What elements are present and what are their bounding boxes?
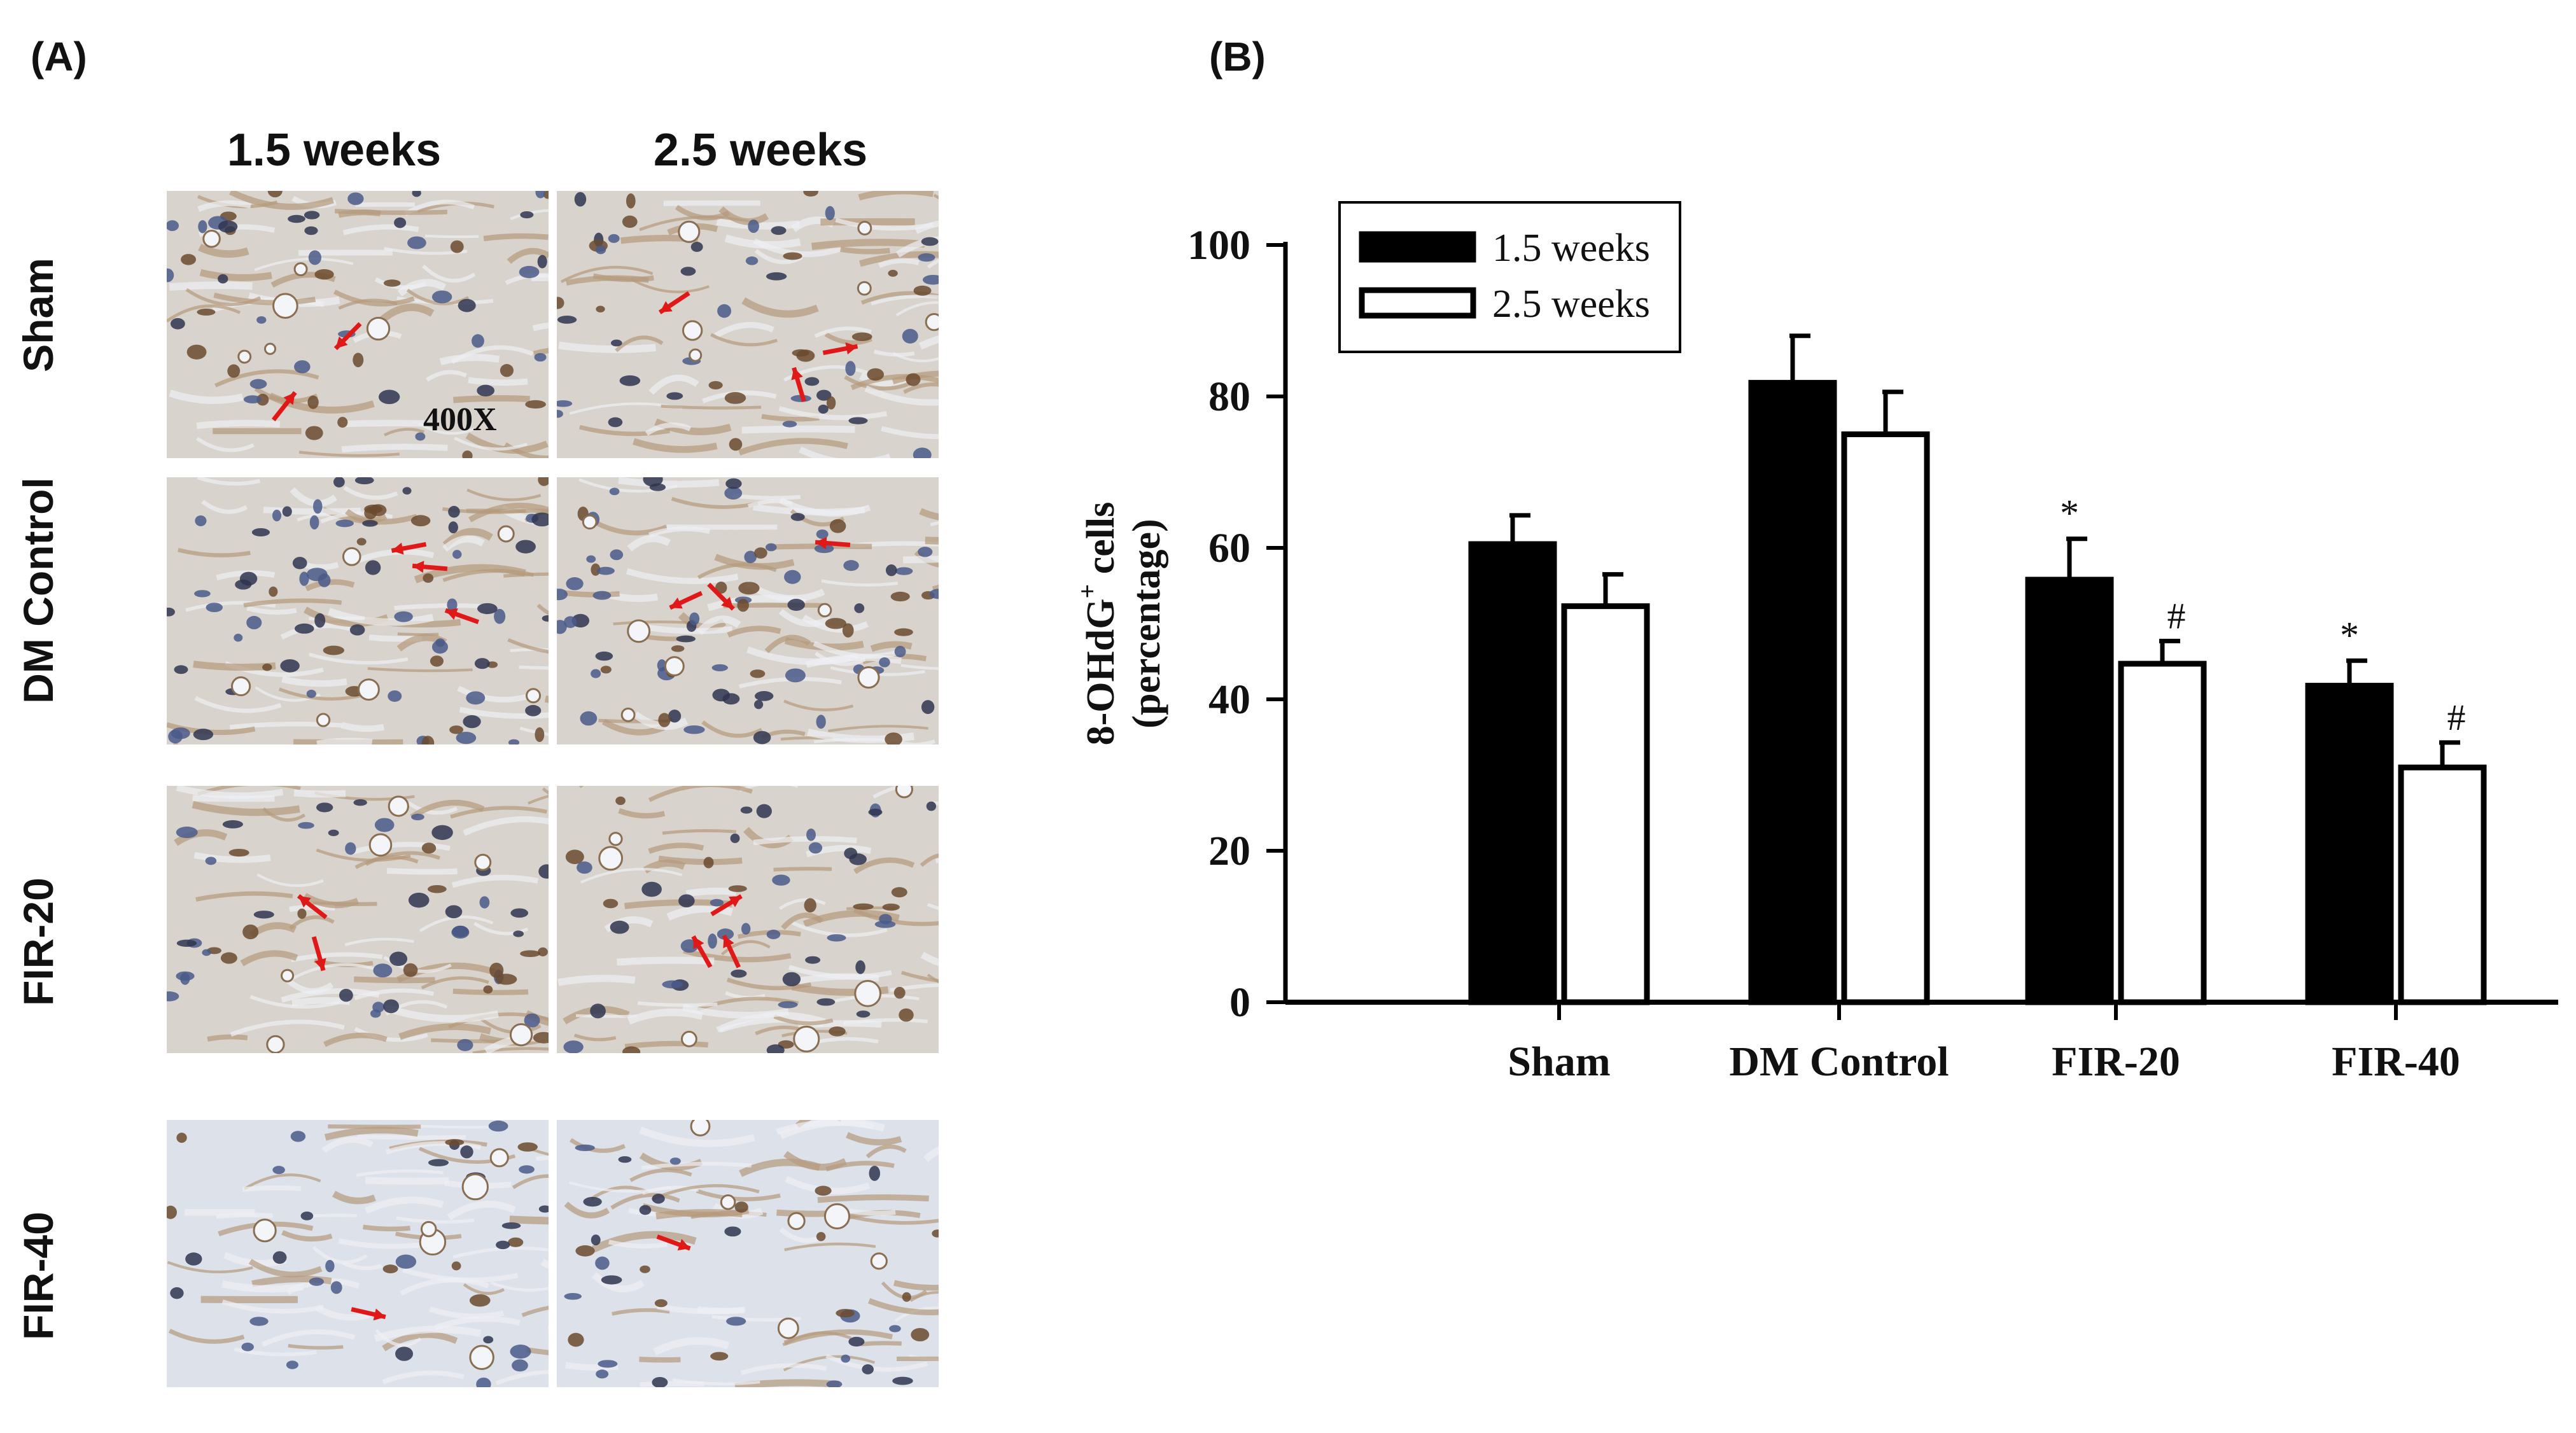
micrograph-r2-c1 bbox=[167, 477, 549, 744]
x-tick-label-3: FIR-40 bbox=[2332, 1038, 2460, 1085]
panel-b-letter: (B) bbox=[1209, 34, 1266, 80]
row-label-fir-20: FIR-20 bbox=[15, 877, 62, 1006]
row-label-sham: Sham bbox=[15, 258, 62, 372]
micrograph-r4-c2 bbox=[557, 1120, 939, 1387]
column-heading-2: 2.5 weeks bbox=[653, 125, 868, 176]
legend-label-1: 2.5 weeks bbox=[1492, 283, 1650, 326]
micrograph-r4-c1 bbox=[167, 1120, 549, 1387]
micrograph-r1-c1 bbox=[167, 191, 549, 458]
bar-3-0 bbox=[2305, 683, 2394, 1005]
y-axis-label: 8-OHdG+ cells(percentage) bbox=[1073, 502, 1168, 746]
row-label-dm-control: DM Control bbox=[15, 477, 62, 704]
legend-swatch-1 bbox=[1359, 287, 1476, 319]
y-tick-label-40: 40 bbox=[1208, 676, 1250, 723]
micrograph-r2-c2 bbox=[557, 477, 939, 744]
bar-0-1 bbox=[1561, 603, 1650, 1005]
legend-swatch-0 bbox=[1359, 231, 1476, 263]
y-tick-label-0: 0 bbox=[1229, 979, 1250, 1026]
panel-a-letter: (A) bbox=[31, 34, 87, 80]
y-tick-label-80: 80 bbox=[1208, 374, 1250, 420]
y-tick-label-60: 60 bbox=[1208, 525, 1250, 571]
bar-chart: 0 20 40 60 80 100 8-OHdG+ cells(percentage) Sha… bbox=[1073, 201, 2558, 1085]
x-tick-label-0: Sham bbox=[1508, 1038, 1610, 1085]
significance-marker-2-0: * bbox=[2060, 493, 2079, 535]
magnification-label: 400X bbox=[423, 402, 497, 438]
micrograph-r3-c2 bbox=[557, 786, 939, 1053]
bar-2-1 bbox=[2118, 661, 2207, 1005]
significance-marker-3-1: # bbox=[2447, 697, 2466, 738]
legend-label-0: 1.5 weeks bbox=[1492, 227, 1650, 270]
significance-marker-3-0: * bbox=[2340, 614, 2359, 656]
column-heading-1: 1.5 weeks bbox=[227, 125, 442, 176]
bar-1-1 bbox=[1841, 431, 1930, 1005]
y-tick-label-20: 20 bbox=[1208, 828, 1250, 874]
micrograph-r3-c1 bbox=[167, 786, 549, 1053]
significance-marker-2-1: # bbox=[2167, 595, 2186, 636]
bar-3-1 bbox=[2398, 764, 2487, 1005]
legend-box bbox=[1338, 201, 1681, 353]
bar-1-0 bbox=[1748, 380, 1837, 1005]
x-tick-label-2: FIR-20 bbox=[2052, 1038, 2180, 1085]
row-label-fir-40: FIR-40 bbox=[15, 1212, 62, 1340]
bar-0-0 bbox=[1468, 541, 1557, 1005]
bar-2-0 bbox=[2025, 577, 2114, 1005]
y-tick-label-100: 100 bbox=[1187, 222, 1250, 269]
micrograph-r1-c2 bbox=[557, 191, 939, 458]
x-tick-label-1: DM Control bbox=[1729, 1038, 1949, 1085]
